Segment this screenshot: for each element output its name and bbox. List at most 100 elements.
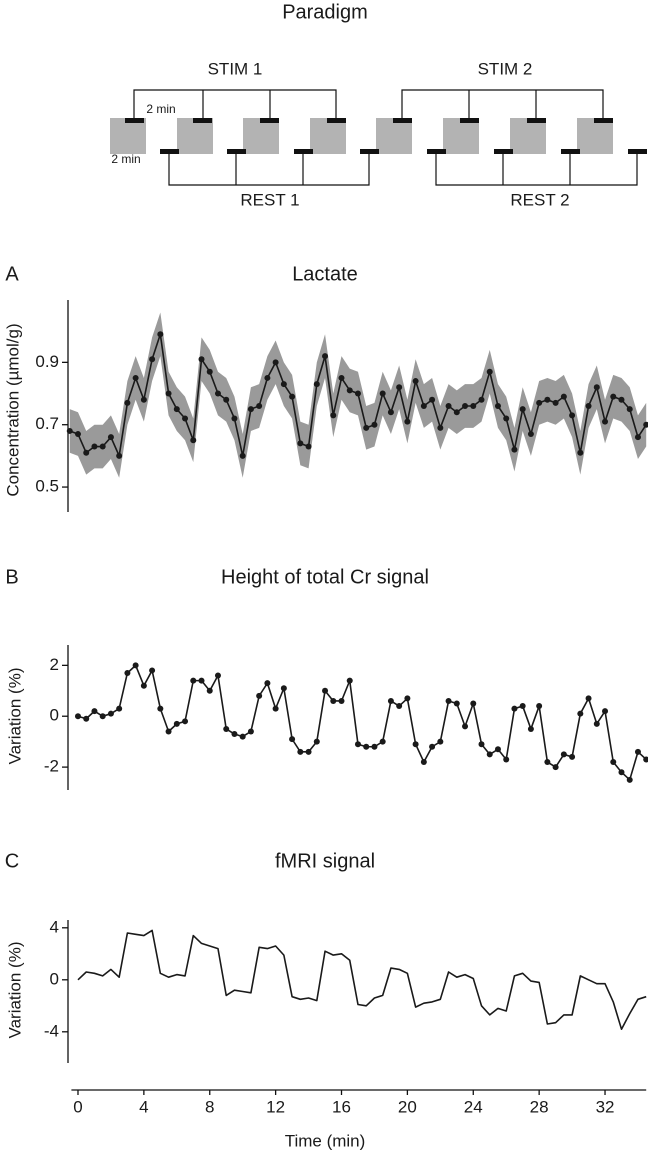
data-point: [593, 384, 600, 391]
bars: [125, 118, 647, 154]
data-point: [445, 697, 452, 704]
stim-bar: [260, 118, 279, 123]
y-tick-label: 2: [50, 655, 59, 674]
brackets: [133, 89, 638, 186]
stim1-bracket: [133, 89, 337, 118]
data-point: [387, 697, 394, 704]
data-line: [77, 664, 647, 781]
data-point: [379, 738, 386, 745]
data-point: [610, 759, 617, 766]
data-point: [239, 733, 246, 740]
data-point: [577, 449, 584, 456]
data-point: [206, 687, 213, 694]
x-tick-label: 16: [332, 1097, 351, 1116]
data-point: [536, 703, 543, 710]
y-tick-label: -2: [44, 757, 59, 776]
block: [510, 118, 546, 154]
data-point: [305, 443, 312, 450]
data-point: [429, 396, 436, 403]
data-point: [132, 374, 139, 381]
data-point: [453, 409, 460, 416]
data-point: [107, 434, 114, 441]
data-point: [478, 741, 485, 748]
data-point: [297, 440, 304, 447]
data-point: [363, 424, 370, 431]
block: [577, 118, 613, 154]
data-point: [346, 387, 353, 394]
data-point: [124, 669, 131, 676]
y-axis-label: Variation (%): [5, 668, 24, 765]
stim-bar: [327, 118, 346, 123]
y-tick-label: 0: [50, 969, 59, 988]
chart-title: Height of total Cr signal: [221, 566, 429, 588]
data-point: [387, 409, 394, 416]
data-point: [396, 384, 403, 391]
data-point: [173, 720, 180, 727]
data-point: [486, 368, 493, 375]
data-point: [552, 764, 559, 771]
x-tick-label: 4: [139, 1097, 148, 1116]
chart-title: fMRI signal: [275, 850, 375, 872]
data-point: [140, 682, 147, 689]
rest1-bracket: [168, 154, 370, 186]
x-tick-label: 12: [266, 1097, 285, 1116]
data-point: [429, 743, 436, 750]
data-point: [214, 672, 221, 679]
data-point: [511, 705, 518, 712]
data-point: [182, 718, 189, 725]
data-point: [272, 705, 279, 712]
rest2-bracket: [435, 154, 638, 186]
data-point: [544, 759, 551, 766]
data-point: [206, 368, 213, 375]
data-point: [165, 728, 172, 735]
data-point: [214, 390, 221, 397]
paradigm-title: Paradigm: [282, 1, 368, 23]
data-point: [552, 399, 559, 406]
block: [310, 118, 346, 154]
stim-bar: [393, 118, 412, 123]
data-point: [371, 421, 378, 428]
data-point: [503, 756, 510, 763]
rest-bar: [360, 149, 379, 154]
data-point: [511, 446, 518, 453]
y-axis-label: Concentration (µmol/g): [3, 323, 22, 496]
paradigm-diagram: Paradigm: [110, 1, 647, 209]
data-point: [494, 403, 501, 409]
data-point: [610, 393, 617, 400]
y-tick-label: 0.5: [35, 477, 59, 496]
data-point: [363, 743, 370, 750]
stim1-label: STIM 1: [208, 59, 263, 78]
data-point: [223, 396, 230, 403]
data-point: [462, 723, 469, 730]
y-tick-label: 4: [50, 917, 59, 936]
data-point: [322, 353, 329, 360]
data-point: [404, 418, 411, 425]
data-point: [264, 374, 271, 381]
data-point: [330, 697, 337, 704]
y-axis-label: Variation (%): [5, 942, 24, 1039]
rest-bar: [227, 149, 246, 154]
data-point: [74, 431, 81, 438]
data-point: [297, 748, 304, 755]
y-tick-label: 0.9: [35, 352, 59, 371]
data-point: [560, 393, 567, 400]
data-point: [412, 741, 419, 748]
data-point: [445, 403, 452, 409]
y-tick-label: 0: [50, 706, 59, 725]
panel-label: A: [5, 263, 19, 285]
data-point: [602, 708, 609, 715]
stim-bar: [125, 118, 144, 123]
data-point: [470, 700, 477, 707]
stim-bar: [193, 118, 212, 123]
stim-bar: [460, 118, 479, 123]
data-point: [289, 393, 296, 400]
data-point: [626, 776, 633, 783]
data-point: [149, 356, 156, 363]
panel-label: C: [5, 850, 19, 872]
data-point: [83, 715, 90, 722]
data-point: [198, 356, 205, 363]
stim2-bracket: [401, 89, 604, 118]
data-point: [437, 738, 444, 745]
data-point: [231, 415, 238, 422]
